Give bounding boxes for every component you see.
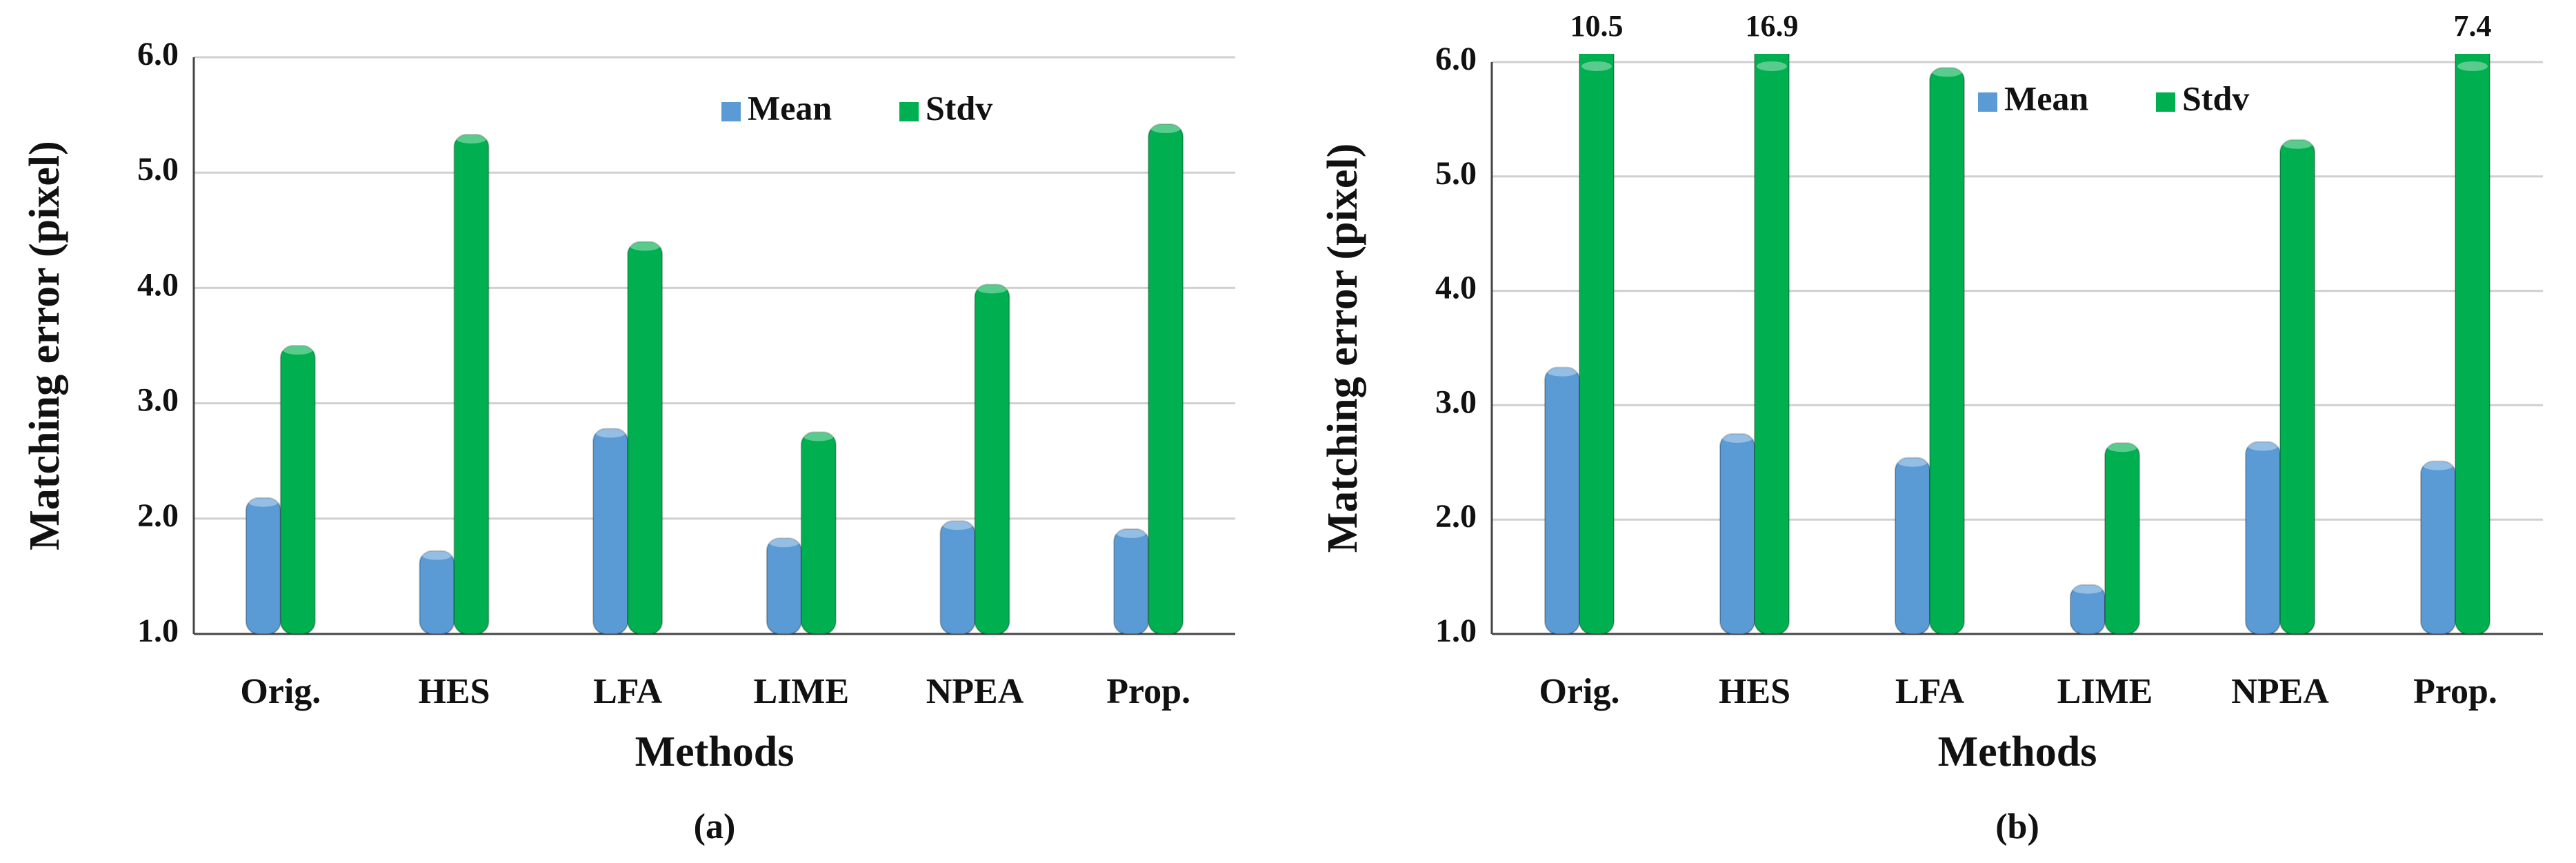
bars — [1544, 54, 2490, 634]
legend-label: Stdv — [926, 88, 992, 127]
bar-top — [2282, 139, 2313, 149]
bar-top — [1116, 528, 1147, 538]
bar-top — [595, 428, 626, 438]
x-tick-label: Prop. — [2413, 672, 2497, 711]
x-tick-label: HES — [418, 672, 490, 711]
bars — [245, 123, 1184, 634]
y-tick-label: 6.0 — [1435, 41, 1477, 77]
bar — [766, 537, 802, 634]
x-tick-label: LIME — [2057, 672, 2153, 711]
x-axis-title: Methods — [1938, 728, 2097, 775]
legend-label: Mean — [748, 88, 832, 127]
legend-label: Stdv — [2182, 79, 2249, 117]
x-tick-label: LFA — [593, 672, 663, 711]
bar-top — [2423, 460, 2453, 470]
bar-top — [1581, 61, 1612, 71]
bar — [939, 520, 976, 634]
bar-top — [942, 520, 973, 530]
bar-top — [768, 537, 799, 548]
bar — [592, 428, 629, 634]
bar — [2455, 54, 2490, 634]
bar-top — [630, 241, 661, 251]
bar — [2420, 460, 2456, 634]
bar-top — [1150, 123, 1181, 133]
bar-top — [803, 431, 834, 442]
bar-top — [248, 497, 279, 507]
bar-top — [977, 284, 1008, 294]
bar — [245, 497, 281, 634]
bar-top — [421, 550, 452, 560]
bar-top — [2248, 441, 2278, 451]
y-tick-label: 3.0 — [137, 382, 179, 419]
legend-swatch — [1978, 92, 1997, 112]
x-tick-label: Orig. — [1539, 672, 1620, 711]
bar — [1754, 54, 1790, 634]
bar-top — [1897, 457, 1928, 467]
legend-swatch — [2156, 92, 2175, 112]
legend-swatch — [721, 102, 741, 121]
bar — [279, 345, 316, 634]
x-tick-label: Prop. — [1106, 672, 1190, 711]
y-axis-title: Matching error (pixel) — [1319, 143, 1366, 553]
bar — [453, 134, 490, 634]
y-axis-title: Matching error (pixel) — [21, 141, 68, 550]
bar — [1148, 123, 1184, 634]
bar-top — [1722, 433, 1753, 443]
y-tick-label: 5.0 — [137, 151, 179, 188]
bar — [627, 241, 663, 634]
bar — [1929, 67, 1965, 634]
y-tick-label: 3.0 — [1435, 384, 1477, 420]
value-label: 10.5 — [1570, 9, 1624, 43]
bar — [1544, 366, 1580, 634]
legend-label: Mean — [2004, 79, 2088, 117]
x-tick-label: LIME — [753, 672, 849, 711]
bar — [1895, 457, 1930, 634]
bar — [2245, 441, 2281, 634]
bar — [1719, 433, 1755, 634]
bar-top — [2107, 442, 2137, 453]
legend-swatch — [899, 102, 919, 121]
x-tick-label: LFA — [1895, 672, 1965, 711]
value-label: 16.9 — [1746, 9, 1799, 43]
bar — [2279, 139, 2315, 634]
bar-top — [1932, 67, 1962, 77]
y-tick-label: 4.0 — [137, 266, 179, 303]
y-tick-label: 1.0 — [1435, 613, 1477, 649]
y-tick-label: 2.0 — [137, 497, 179, 534]
bar — [1113, 528, 1150, 634]
y-tick-label: 1.0 — [137, 613, 179, 649]
bar-top — [1757, 61, 1787, 71]
y-tick-label: 2.0 — [1435, 498, 1477, 535]
bar — [800, 431, 837, 634]
y-tick-label: 6.0 — [137, 36, 179, 72]
bar-top — [2073, 584, 2103, 594]
value-label: 7.4 — [2454, 9, 2492, 43]
bar-top — [2457, 61, 2488, 71]
bar-top — [456, 134, 487, 144]
y-tick-label: 5.0 — [1435, 155, 1477, 192]
bar-top — [282, 345, 313, 355]
x-tick-label: HES — [1719, 672, 1790, 711]
caption: (b) — [1995, 807, 2039, 846]
caption: (a) — [694, 807, 736, 846]
x-axis-title: Methods — [635, 728, 795, 775]
bar — [1579, 54, 1615, 634]
bar-top — [1547, 366, 1577, 377]
bar — [974, 284, 1010, 634]
x-tick-label: Orig. — [240, 672, 321, 711]
bar — [419, 550, 455, 634]
x-tick-label: NPEA — [926, 672, 1024, 711]
x-tick-label: NPEA — [2231, 672, 2329, 711]
y-tick-label: 4.0 — [1435, 270, 1477, 306]
bar — [2104, 442, 2140, 634]
